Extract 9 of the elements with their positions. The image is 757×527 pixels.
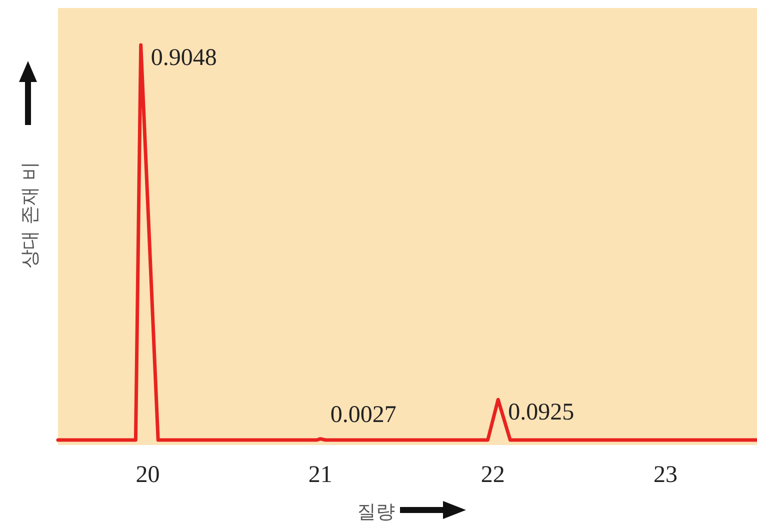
data-label: 0.0925: [508, 400, 574, 426]
y-axis-title: 상대 존재 비: [19, 161, 41, 269]
x-tick-label: 21: [308, 462, 332, 488]
data-label: 0.9048: [150, 45, 217, 71]
data-label: 0.0027: [330, 402, 396, 428]
x-tick-label: 22: [480, 462, 505, 488]
x-tick-label: 20: [136, 462, 160, 488]
x-tick-label: 23: [654, 462, 678, 488]
x-axis-title: 질량: [357, 501, 395, 523]
